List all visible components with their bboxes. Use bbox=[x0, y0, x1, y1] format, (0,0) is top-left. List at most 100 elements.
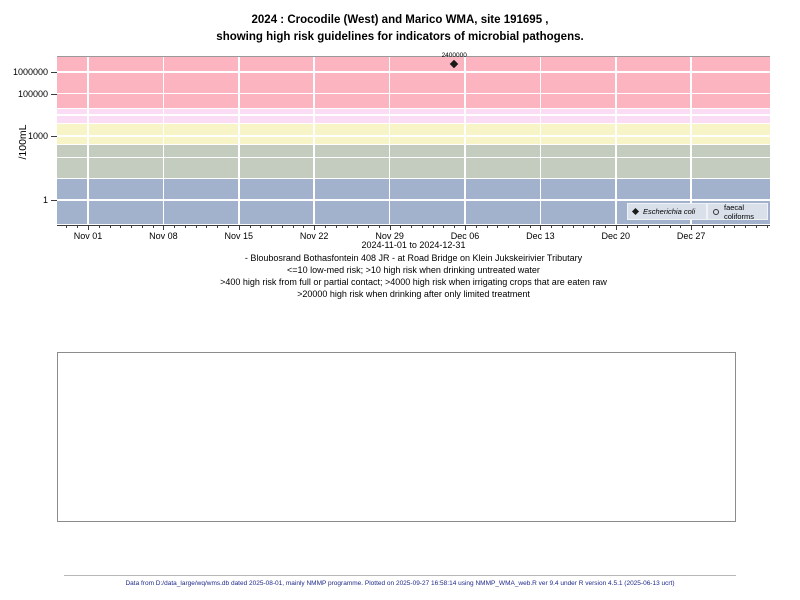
x-minor-tick bbox=[551, 225, 553, 228]
x-minor-tick bbox=[432, 225, 434, 228]
y-axis-title: /100mL bbox=[17, 124, 29, 160]
x-minor-tick bbox=[454, 225, 456, 228]
x-minor-tick bbox=[497, 225, 499, 228]
x-minor-tick bbox=[184, 225, 186, 228]
x-minor-tick bbox=[357, 225, 359, 228]
y-tick-label: 1 bbox=[42, 195, 48, 205]
chart-title: 2024 : Crocodile (West) and Marico WMA, … bbox=[0, 12, 800, 46]
risk-band bbox=[57, 57, 770, 109]
x-minor-tick bbox=[594, 225, 596, 228]
x-minor-tick bbox=[572, 225, 574, 228]
x-minor-tick bbox=[508, 225, 510, 228]
x-minor-tick bbox=[152, 225, 154, 228]
x-minor-tick bbox=[766, 225, 768, 228]
x-minor-tick bbox=[712, 225, 714, 228]
x-minor-tick bbox=[303, 225, 305, 228]
x-minor-tick bbox=[723, 225, 725, 228]
x-minor-tick bbox=[120, 225, 122, 228]
footer-text: Data from D:/data_large/wq/wms.db dated … bbox=[125, 580, 675, 587]
x-minor-tick bbox=[174, 225, 176, 228]
x-minor-tick bbox=[648, 225, 650, 228]
x-minor-tick bbox=[637, 225, 639, 228]
v-gridline bbox=[313, 57, 315, 225]
v-gridline bbox=[388, 57, 391, 225]
y-tick bbox=[51, 93, 57, 95]
x-major-tick bbox=[163, 225, 165, 230]
risk-band bbox=[57, 108, 770, 124]
legend-label: faecal coliforms bbox=[724, 202, 755, 221]
x-minor-tick bbox=[475, 225, 477, 228]
x-minor-tick bbox=[626, 225, 628, 228]
x-major-tick bbox=[691, 225, 693, 230]
y-tick bbox=[51, 72, 57, 74]
caption-date-range: 2024-11-01 to 2024-12-31 bbox=[361, 240, 466, 250]
h-gridline bbox=[57, 135, 770, 137]
h-gridline bbox=[57, 177, 770, 180]
x-minor-tick bbox=[745, 225, 747, 228]
x-major-tick bbox=[238, 225, 240, 230]
v-gridline bbox=[464, 57, 466, 225]
x-minor-tick bbox=[368, 225, 370, 228]
x-minor-tick bbox=[529, 225, 531, 228]
data-point-label: 2400000 bbox=[441, 52, 467, 60]
x-major-tick bbox=[540, 225, 542, 230]
x-minor-tick bbox=[271, 225, 273, 228]
x-minor-tick bbox=[260, 225, 262, 228]
plot-top-border bbox=[57, 56, 770, 57]
v-gridline bbox=[615, 57, 617, 225]
x-minor-tick bbox=[701, 225, 703, 228]
legend-label: Escherichia coli bbox=[643, 207, 696, 216]
legend-entry-escherichia-coli: Escherichia coli bbox=[627, 203, 707, 220]
x-minor-tick bbox=[335, 225, 337, 228]
open-circle-icon bbox=[713, 208, 719, 215]
x-axis-line bbox=[57, 224, 770, 226]
x-minor-tick bbox=[734, 225, 736, 228]
v-gridline bbox=[238, 57, 240, 225]
x-minor-tick bbox=[206, 225, 208, 228]
x-minor-tick bbox=[109, 225, 111, 228]
risk-band bbox=[57, 123, 770, 145]
data-point-diamond-icon bbox=[449, 59, 459, 69]
h-gridline bbox=[57, 114, 770, 116]
caption-site: - Bloubosrand Bothasfontein 408 JR - at … bbox=[244, 253, 583, 263]
h-gridline bbox=[57, 143, 770, 146]
v-gridline bbox=[539, 57, 542, 225]
h-gridline bbox=[57, 107, 770, 110]
x-minor-tick bbox=[411, 225, 413, 228]
h-gridline bbox=[57, 71, 770, 73]
x-minor-tick bbox=[131, 225, 133, 228]
filled-diamond-icon bbox=[631, 207, 640, 216]
y-tick bbox=[51, 136, 57, 138]
x-minor-tick bbox=[228, 225, 230, 228]
x-major-tick bbox=[464, 225, 466, 230]
chart-title-line1: 2024 : Crocodile (West) and Marico WMA, … bbox=[251, 14, 549, 26]
y-tick bbox=[51, 200, 57, 201]
x-minor-tick bbox=[400, 225, 402, 228]
x-minor-tick bbox=[518, 225, 520, 228]
footer-divider bbox=[64, 575, 736, 576]
x-minor-tick bbox=[583, 225, 585, 228]
risk-band bbox=[57, 144, 770, 179]
x-minor-tick bbox=[378, 225, 380, 228]
legend-entry-faecal-coliforms: faecal coliforms bbox=[707, 202, 768, 221]
v-gridline bbox=[690, 57, 692, 225]
x-minor-tick bbox=[421, 225, 423, 228]
x-major-tick bbox=[88, 225, 89, 230]
x-minor-tick bbox=[605, 225, 607, 228]
v-gridline bbox=[162, 57, 165, 225]
x-minor-tick bbox=[141, 225, 143, 228]
h-gridline bbox=[57, 156, 770, 159]
x-minor-tick bbox=[680, 225, 682, 228]
x-minor-tick bbox=[98, 225, 100, 228]
caption-risk-3: >20000 high risk when drinking after onl… bbox=[297, 289, 530, 299]
caption-risk-2: >400 high risk from full or partial cont… bbox=[220, 277, 607, 287]
v-gridline bbox=[87, 57, 89, 225]
y-tick-label: 1000000 bbox=[12, 67, 48, 78]
x-minor-tick bbox=[281, 225, 283, 228]
h-gridline bbox=[57, 122, 770, 125]
x-minor-tick bbox=[292, 225, 294, 228]
x-minor-tick bbox=[324, 225, 326, 228]
x-minor-tick bbox=[669, 225, 671, 228]
h-gridline bbox=[57, 92, 770, 95]
x-minor-tick bbox=[77, 225, 79, 228]
